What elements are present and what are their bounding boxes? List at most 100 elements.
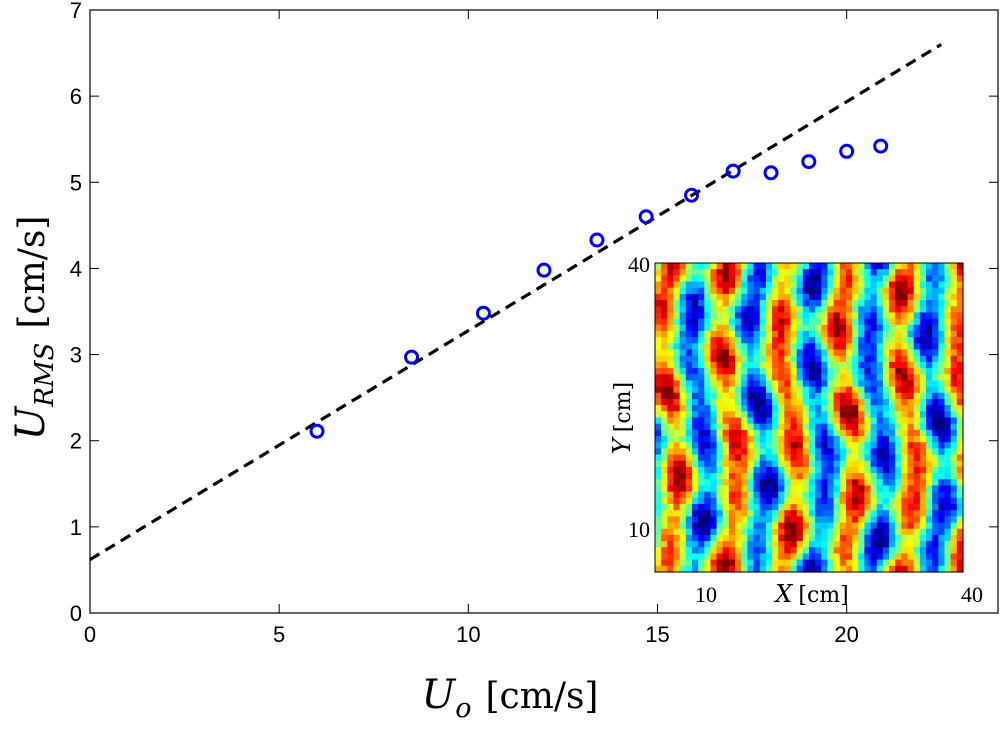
heatmap-cell xyxy=(932,312,939,320)
heatmap-cell xyxy=(944,429,952,437)
heatmap-cell xyxy=(722,565,730,573)
heatmap-cell xyxy=(919,485,927,493)
heatmap-cell xyxy=(661,411,668,419)
heatmap-cell xyxy=(815,349,822,357)
heatmap-cell xyxy=(728,368,736,375)
heatmap-cell xyxy=(938,300,946,307)
heatmap-cell xyxy=(926,460,933,468)
heatmap-cell xyxy=(956,491,964,499)
heatmap-cell xyxy=(685,466,693,474)
heatmap-cell xyxy=(790,337,798,344)
heatmap-cell xyxy=(655,497,662,505)
heatmap-cell xyxy=(833,460,841,468)
heatmap-cell xyxy=(747,405,755,412)
heatmap-cell xyxy=(772,460,779,468)
heatmap-cell xyxy=(691,479,699,487)
heatmap-cell xyxy=(852,380,859,388)
heatmap-cell xyxy=(679,423,687,431)
heatmap-cell xyxy=(809,448,816,456)
heatmap-cell xyxy=(673,368,681,375)
heatmap-cell xyxy=(667,510,675,517)
heatmap-cell xyxy=(938,343,946,351)
heatmap-cell xyxy=(858,269,866,276)
heatmap-cell xyxy=(895,349,902,357)
heatmap-cell xyxy=(889,324,896,332)
heatmap-cell xyxy=(889,398,896,406)
heatmap-cell xyxy=(864,312,872,320)
heatmap-cell xyxy=(926,454,933,462)
heatmap-cell xyxy=(938,355,946,363)
heatmap-cell xyxy=(741,497,748,505)
heatmap-cell xyxy=(796,300,804,307)
heatmap-cell xyxy=(655,300,662,307)
heatmap-cell xyxy=(722,411,730,419)
heatmap-cell xyxy=(765,355,773,363)
heatmap-cell xyxy=(655,380,662,388)
heatmap-cell xyxy=(845,541,853,548)
heatmap-cell xyxy=(765,491,773,499)
heatmap-cell xyxy=(932,553,939,561)
heatmap-cell xyxy=(919,281,927,289)
heatmap-cell xyxy=(802,565,810,573)
heatmap-cell xyxy=(876,368,884,375)
inset-y-tick-bottom: 10 xyxy=(628,517,650,542)
heatmap-cell xyxy=(833,293,841,301)
heatmap-cell xyxy=(864,343,872,351)
heatmap-cell xyxy=(691,306,699,314)
heatmap-cell xyxy=(809,330,816,338)
heatmap-cell xyxy=(926,306,933,314)
heatmap-cell xyxy=(679,541,687,548)
heatmap-cell xyxy=(772,405,779,412)
heatmap-cell xyxy=(876,361,884,369)
heatmap-cell xyxy=(741,448,748,456)
heatmap-cell xyxy=(809,324,816,332)
heatmap-cell xyxy=(833,306,841,314)
heatmap-cell xyxy=(716,380,724,388)
data-point xyxy=(873,138,889,154)
heatmap-cell xyxy=(858,306,866,314)
heatmap-cell xyxy=(882,436,890,443)
heatmap-cell xyxy=(882,460,890,468)
heatmap-cell xyxy=(722,330,730,338)
heatmap-cell xyxy=(864,541,872,548)
heatmap-cell xyxy=(889,423,896,431)
heatmap-cell xyxy=(926,565,933,573)
heatmap-cell xyxy=(722,374,730,382)
heatmap-cell xyxy=(747,306,755,314)
heatmap-cell xyxy=(691,361,699,369)
heatmap-cell xyxy=(655,547,662,555)
heatmap-cell xyxy=(673,547,681,555)
heatmap-cell xyxy=(691,466,699,474)
heatmap-cell xyxy=(772,269,779,276)
heatmap-cell xyxy=(827,343,835,351)
heatmap-cell xyxy=(809,510,816,517)
heatmap-cell xyxy=(759,269,767,276)
heatmap-cell xyxy=(839,293,847,301)
heatmap-cell xyxy=(932,306,939,314)
heatmap-cell xyxy=(685,343,693,351)
heatmap-cell xyxy=(932,318,939,326)
heatmap-cell xyxy=(704,380,712,388)
heatmap-cell xyxy=(759,361,767,369)
heatmap-cell xyxy=(827,436,835,443)
heatmap-cell xyxy=(956,466,964,474)
heatmap-cell xyxy=(882,269,890,276)
heatmap-cell xyxy=(821,553,829,561)
heatmap-cell xyxy=(796,485,804,493)
heatmap-cell xyxy=(827,374,835,382)
heatmap-cell xyxy=(950,534,958,542)
heatmap-cell xyxy=(876,466,884,474)
heatmap-cell xyxy=(685,293,693,301)
heatmap-cell xyxy=(772,429,779,437)
heatmap-cell xyxy=(661,330,668,338)
heatmap-cell xyxy=(876,454,884,462)
heatmap-cell xyxy=(704,491,712,499)
heatmap-cell xyxy=(944,281,952,289)
heatmap-cell xyxy=(858,330,866,338)
heatmap-cell xyxy=(735,318,742,326)
heatmap-cell xyxy=(889,510,896,517)
heatmap-cell xyxy=(926,448,933,456)
heatmap-cell xyxy=(747,349,755,357)
heatmap-cell xyxy=(833,528,841,536)
heatmap-cell xyxy=(852,448,859,456)
